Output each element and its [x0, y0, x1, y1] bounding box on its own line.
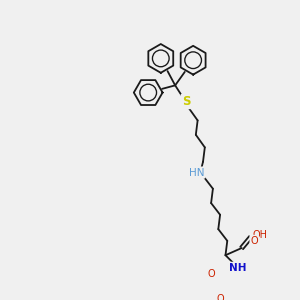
Text: O: O: [207, 269, 215, 279]
Text: OH: OH: [252, 230, 267, 239]
Text: S: S: [182, 95, 190, 108]
Text: O: O: [216, 294, 224, 300]
Text: HN: HN: [189, 167, 205, 178]
Text: NH: NH: [229, 263, 247, 273]
Text: O: O: [250, 236, 258, 246]
